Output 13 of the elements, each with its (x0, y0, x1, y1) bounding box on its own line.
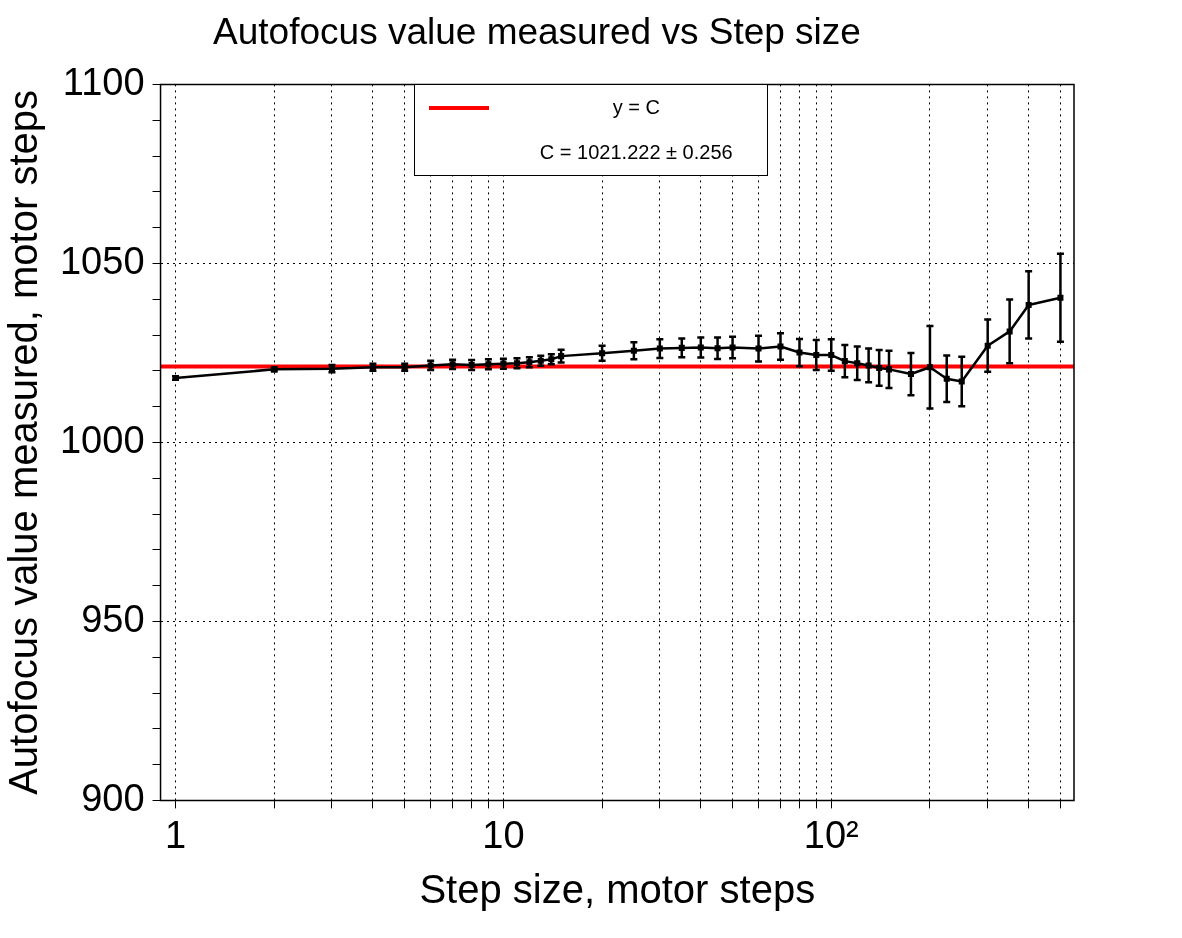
y-tick-label: 1100 (62, 60, 145, 103)
y-tick-label: 950 (81, 597, 145, 640)
y-tick-label: 1050 (59, 239, 145, 282)
x-tick-label: 1 (164, 813, 187, 856)
y-axis-title: Autofocus value measured, motor steps (1, 89, 46, 795)
x-axis-title: Step size, motor steps (419, 867, 816, 912)
legend-box: y = C C = 1021.222 ± 0.256 (414, 84, 769, 177)
x-tick-label: 10² (803, 813, 859, 856)
y-tick-label: 900 (81, 776, 145, 819)
chart-title: Autofocus value measured vs Step size (213, 11, 861, 53)
x-tick-label: 10 (482, 813, 525, 856)
y-tick-label: 1000 (59, 418, 145, 461)
annotation: C = 1021.222 ± 0.256 (538, 140, 734, 166)
